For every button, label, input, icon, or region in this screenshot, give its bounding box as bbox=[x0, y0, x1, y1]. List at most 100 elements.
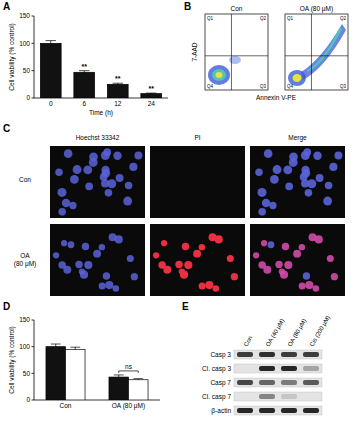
micrograph bbox=[250, 146, 345, 218]
cloud-tail-core bbox=[307, 27, 342, 72]
event-cloud bbox=[208, 56, 241, 85]
pi-cell bbox=[184, 261, 192, 269]
y-tick bbox=[32, 16, 35, 17]
y-tick-label: 0 bbox=[26, 94, 30, 101]
error-cap bbox=[46, 40, 56, 41]
merged-cell bbox=[264, 149, 273, 158]
band bbox=[237, 380, 253, 385]
y-tick bbox=[32, 43, 35, 44]
y-axis-label: 7-AAD bbox=[191, 42, 198, 61]
column-header: Merge bbox=[288, 134, 307, 142]
nucleus bbox=[131, 273, 138, 280]
lane-label: Cis (200 μM) bbox=[309, 315, 331, 348]
quadrant-label: Q3 bbox=[340, 84, 347, 89]
merged-cell bbox=[299, 282, 306, 289]
y-axis-label: Cell viability (% control) bbox=[8, 23, 16, 91]
nucleus bbox=[57, 188, 66, 197]
bar bbox=[66, 349, 86, 400]
annotation: ** bbox=[115, 75, 121, 82]
merged-cell bbox=[305, 281, 313, 289]
nucleus bbox=[101, 151, 110, 160]
quadrant-line bbox=[205, 55, 268, 56]
quadrant-line bbox=[311, 14, 312, 90]
quadrant-label: Q4 bbox=[207, 84, 214, 89]
row-label: Casp 3 bbox=[210, 351, 231, 359]
error-cap bbox=[51, 344, 61, 345]
quadrant-label: Q2 bbox=[340, 16, 347, 21]
row-label: OA(80 μM) bbox=[14, 252, 37, 268]
merged-cell bbox=[269, 202, 276, 209]
y-tick bbox=[32, 70, 35, 71]
band bbox=[259, 408, 275, 413]
merged-cell bbox=[283, 166, 292, 175]
merged-cell bbox=[275, 261, 282, 268]
micrograph bbox=[50, 224, 145, 296]
cloud-core bbox=[293, 74, 302, 82]
merged-cell bbox=[334, 152, 342, 160]
image-background bbox=[250, 146, 345, 218]
quadrant-label: Q1 bbox=[287, 16, 294, 21]
nucleus bbox=[73, 165, 82, 174]
flow-frame bbox=[205, 14, 268, 90]
band bbox=[237, 352, 253, 357]
nucleus bbox=[101, 179, 109, 187]
image-background bbox=[250, 224, 345, 296]
panel-label: B bbox=[184, 1, 191, 12]
merged-cell bbox=[268, 241, 275, 248]
merged-cell bbox=[302, 169, 311, 178]
merged-cell bbox=[301, 151, 310, 160]
merged-cell bbox=[279, 268, 285, 274]
nucleus bbox=[85, 183, 93, 191]
band bbox=[281, 352, 297, 357]
row-label: β-actin bbox=[211, 407, 231, 415]
pi-cell bbox=[175, 261, 182, 268]
merged-cell bbox=[257, 188, 266, 197]
merged-cell bbox=[331, 273, 338, 280]
merged-cell bbox=[282, 243, 289, 250]
pi-cell bbox=[231, 273, 238, 280]
blot-strip bbox=[234, 350, 322, 359]
x-tick-label: Con bbox=[60, 402, 72, 409]
merged-cell bbox=[316, 174, 324, 182]
image-background bbox=[50, 224, 145, 296]
quadrant-line bbox=[231, 14, 232, 90]
y-tick-label: 100 bbox=[19, 343, 30, 350]
annotation: ** bbox=[149, 85, 155, 92]
nucleus bbox=[125, 182, 133, 190]
nucleus bbox=[99, 282, 106, 289]
pi-cell bbox=[153, 252, 159, 258]
bar bbox=[46, 347, 66, 400]
nucleus bbox=[62, 199, 70, 207]
nucleus bbox=[70, 175, 79, 184]
merged-cell bbox=[325, 182, 333, 190]
nucleus bbox=[82, 243, 89, 250]
band bbox=[281, 366, 297, 371]
pi-cell bbox=[199, 282, 206, 289]
pi-cell bbox=[215, 235, 223, 243]
panel-label: D bbox=[3, 301, 10, 312]
merged-cell bbox=[329, 163, 337, 171]
error-cap bbox=[79, 70, 89, 71]
nucleus bbox=[103, 272, 110, 279]
pi-cell bbox=[158, 261, 166, 269]
quadrant-label: Q1 bbox=[207, 16, 214, 21]
nucleus bbox=[58, 261, 66, 269]
error-cap bbox=[113, 83, 123, 84]
band bbox=[303, 352, 319, 357]
y-tick-label: 0 bbox=[26, 396, 30, 403]
cloud-core bbox=[216, 72, 223, 78]
nucleus bbox=[102, 169, 111, 178]
merged-cell bbox=[284, 261, 292, 269]
merged-cell bbox=[323, 197, 332, 206]
nucleus bbox=[127, 255, 134, 262]
x-tick-label: OA (80 μM) bbox=[112, 402, 145, 410]
y-tick-label: 150 bbox=[19, 12, 30, 19]
nucleus bbox=[123, 197, 132, 206]
row-label: Con bbox=[19, 176, 31, 183]
band bbox=[237, 408, 253, 413]
merged-cell bbox=[285, 183, 293, 191]
x-tick-label: 12 bbox=[114, 100, 122, 107]
blot-strip bbox=[234, 378, 322, 387]
merged-cell bbox=[305, 189, 313, 197]
nucleus bbox=[99, 244, 105, 250]
